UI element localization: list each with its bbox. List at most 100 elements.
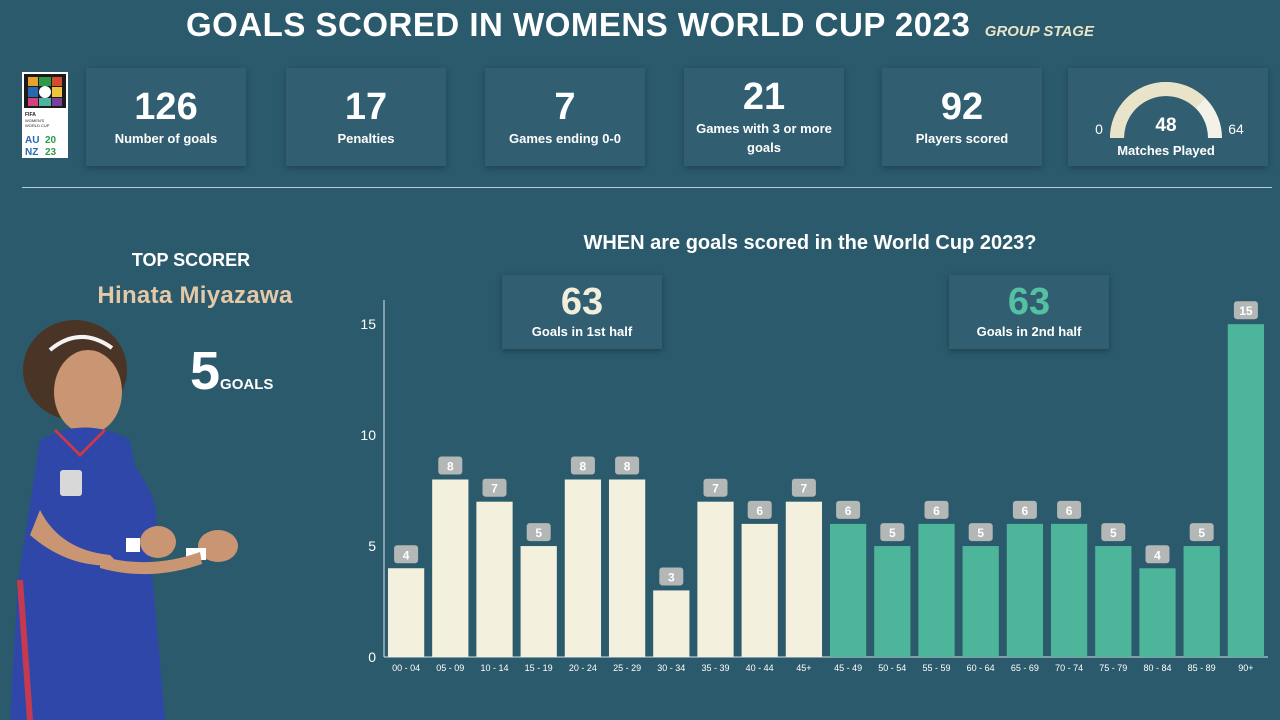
logo-text-4: AU bbox=[25, 135, 39, 146]
x-tick-label: 15 - 19 bbox=[525, 663, 553, 673]
kpi-card-goals: 126 Number of goals bbox=[86, 68, 246, 166]
kpi-value: 126 bbox=[134, 85, 198, 128]
x-tick-label: 45+ bbox=[796, 663, 811, 673]
data-label-bg bbox=[394, 545, 419, 564]
kpi-label: Number of goals bbox=[114, 130, 218, 146]
gauge-value: 48 bbox=[1155, 115, 1176, 136]
data-label: 5 bbox=[1110, 526, 1117, 540]
kpi-value: 21 bbox=[742, 76, 786, 118]
chart-title: WHEN are goals scored in the World Cup 2… bbox=[583, 232, 1037, 254]
data-label: 4 bbox=[403, 548, 410, 562]
data-label-bg bbox=[570, 456, 595, 475]
x-tick-label: 80 - 84 bbox=[1143, 663, 1171, 673]
data-label-bg bbox=[1057, 500, 1082, 519]
data-label: 4 bbox=[1154, 548, 1161, 562]
data-label: 15 bbox=[1239, 304, 1253, 318]
kpi-label: Players scored bbox=[915, 130, 1009, 146]
data-label: 5 bbox=[1198, 526, 1205, 540]
kpi-card-players: 92 Players scored bbox=[882, 68, 1042, 166]
bar bbox=[1227, 324, 1265, 657]
x-tick-label: 85 - 89 bbox=[1188, 663, 1216, 673]
data-label-bg bbox=[526, 523, 551, 542]
data-label-bg bbox=[791, 478, 816, 497]
data-label: 7 bbox=[491, 482, 498, 496]
kpi-value: 7 bbox=[554, 85, 576, 128]
logo-text-2: WOMEN'S bbox=[25, 118, 45, 123]
logo-text-6: 20 bbox=[45, 135, 57, 146]
first-half-value: 63 bbox=[560, 281, 604, 323]
data-label-bg bbox=[659, 567, 684, 586]
kpi-label: Penalties bbox=[337, 130, 395, 146]
kpi-label: Games ending 0-0 bbox=[509, 130, 621, 146]
data-label-bg bbox=[968, 523, 993, 542]
data-label-bg bbox=[924, 500, 949, 519]
bar bbox=[918, 523, 955, 657]
kpi-card-three-plus: 21 Games with 3 or more goals bbox=[684, 68, 844, 166]
gauge-max: 64 bbox=[1228, 121, 1244, 137]
gauge-min: 0 bbox=[1095, 121, 1103, 137]
bar bbox=[962, 546, 999, 657]
page-subtitle: GROUP STAGE bbox=[984, 23, 1094, 40]
data-label-bg bbox=[1012, 500, 1037, 519]
bar bbox=[829, 523, 867, 657]
bar bbox=[387, 568, 425, 657]
bar bbox=[564, 479, 602, 657]
kpi-label: Games with 3 or more goals bbox=[696, 121, 832, 155]
x-tick-label: 90+ bbox=[1238, 663, 1253, 673]
data-label: 6 bbox=[756, 504, 763, 518]
data-label-bg bbox=[703, 478, 728, 497]
data-label-bg bbox=[438, 456, 463, 475]
x-tick-label: 35 - 39 bbox=[701, 663, 729, 673]
x-tick-label: 70 - 74 bbox=[1055, 663, 1083, 673]
bar bbox=[432, 479, 469, 657]
y-tick-label: 10 bbox=[360, 427, 376, 443]
data-label: 5 bbox=[535, 526, 542, 540]
second-half-label: Goals in 2nd half bbox=[976, 324, 1082, 339]
data-label-bg bbox=[1145, 545, 1170, 564]
kpi-card-penalties: 17 Penalties bbox=[286, 68, 446, 166]
matches-played-card: 0 64 48 Matches Played bbox=[1068, 68, 1268, 166]
bar bbox=[785, 501, 823, 657]
top-scorer-name: Hinata Miyazawa bbox=[97, 282, 293, 309]
bar bbox=[608, 479, 646, 657]
bar bbox=[1050, 523, 1088, 657]
data-label: 5 bbox=[889, 526, 896, 540]
fifa-womens-world-cup-2023-logo-icon: FIFA WOMEN'S WORLD CUP AU 20 NZ 23 bbox=[22, 72, 68, 158]
data-label-bg bbox=[836, 500, 861, 519]
data-label-bg bbox=[1189, 523, 1214, 542]
bar bbox=[1095, 546, 1132, 657]
section-divider bbox=[22, 187, 1272, 188]
bar bbox=[874, 546, 911, 657]
top-scorer-goal-unit: GOALS bbox=[220, 376, 274, 393]
data-label: 6 bbox=[1066, 504, 1073, 518]
data-label: 8 bbox=[624, 460, 631, 474]
data-label: 7 bbox=[801, 482, 808, 496]
data-label-bg bbox=[615, 456, 640, 475]
x-tick-label: 75 - 79 bbox=[1099, 663, 1127, 673]
data-label-bg bbox=[482, 478, 507, 497]
gauge-label: Matches Played bbox=[1117, 143, 1215, 158]
bar bbox=[1183, 546, 1220, 657]
kpi-value: 92 bbox=[940, 85, 984, 128]
bar bbox=[697, 501, 734, 657]
first-half-label: Goals in 1st half bbox=[531, 324, 633, 339]
second-half-value: 63 bbox=[1007, 281, 1051, 323]
data-label: 6 bbox=[1022, 504, 1029, 518]
data-label-bg bbox=[747, 500, 772, 519]
second-half-card: 63 Goals in 2nd half bbox=[949, 275, 1109, 349]
top-scorer-goals: 5GOALS bbox=[190, 340, 273, 402]
x-tick-label: 30 - 34 bbox=[657, 663, 685, 673]
goals-timing-bar-chart: 0 5 10 15 4 00 - 04 8 05 - 09 7 10 - 14 5 15 - 19 8 2… bbox=[360, 300, 1268, 673]
data-label: 3 bbox=[668, 570, 675, 584]
gauge-fill bbox=[1110, 82, 1206, 139]
top-scorer-goal-count: 5 bbox=[190, 341, 221, 401]
x-tick-label: 25 - 29 bbox=[613, 663, 641, 673]
data-label: 8 bbox=[580, 460, 587, 474]
header: GOALS SCORED IN WOMENS WORLD CUP 2023 GR… bbox=[0, 6, 1280, 44]
x-tick-label: 45 - 49 bbox=[834, 663, 862, 673]
x-tick-label: 55 - 59 bbox=[922, 663, 950, 673]
top-scorer-heading: TOP SCORER bbox=[131, 250, 251, 270]
y-tick-label: 5 bbox=[368, 538, 376, 554]
bar bbox=[1006, 523, 1044, 657]
data-label-bg bbox=[880, 523, 905, 542]
